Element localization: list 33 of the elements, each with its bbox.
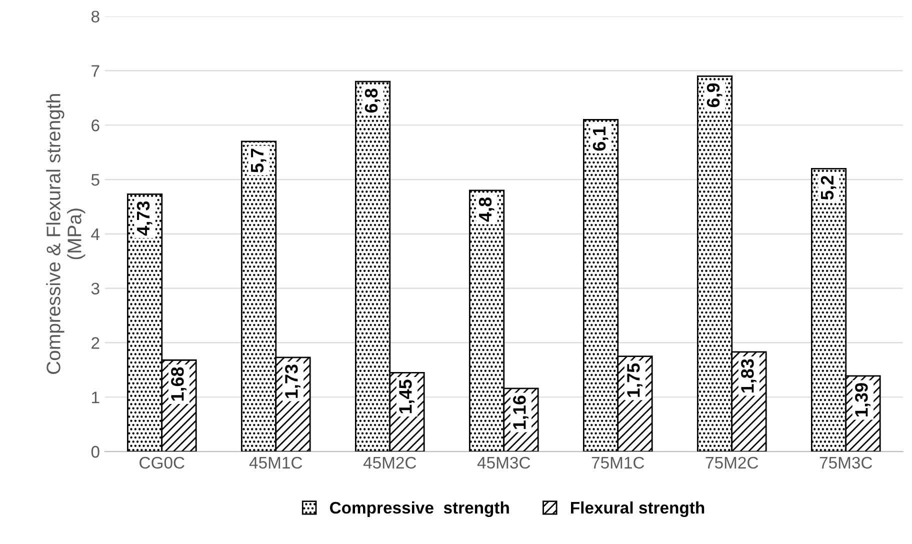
x-tick-label: 45M3C xyxy=(477,456,530,469)
data-label: 1,68 xyxy=(171,367,186,401)
data-label: 6,1 xyxy=(592,126,608,151)
data-label: 1,83 xyxy=(741,359,756,392)
x-tick-label: CG0C xyxy=(140,456,184,469)
data-label: 4,73 xyxy=(136,201,152,236)
y-tick-label: 0 xyxy=(91,446,100,458)
y-tick-label: 5 xyxy=(91,174,100,186)
y-tick-label: 7 xyxy=(92,65,100,77)
data-label: 6,8 xyxy=(364,88,380,113)
legend-label: Flexural strength xyxy=(571,501,704,518)
x-tick-label: 45M1C xyxy=(249,456,302,469)
y-axis-title: Compressive & Flexural strength (MPa) xyxy=(46,94,86,374)
y-tick-label: 6 xyxy=(92,120,100,132)
data-label: 6,9 xyxy=(706,83,722,108)
x-tick-label: 45M2C xyxy=(363,456,416,469)
x-tick-label: 75M1C xyxy=(592,456,644,469)
x-tick-label: 75M2C xyxy=(706,456,758,469)
y-tick-label: 4 xyxy=(91,228,100,240)
data-label: 1,39 xyxy=(855,383,870,416)
y-tick-label: 3 xyxy=(91,282,100,295)
y-tick-label: 2 xyxy=(92,337,100,349)
data-label: 1,73 xyxy=(285,364,300,398)
y-tick-label: 1 xyxy=(92,392,100,404)
data-label: 1,75 xyxy=(627,363,642,397)
data-label: 4,8 xyxy=(478,197,494,222)
data-label: 5,7 xyxy=(251,148,266,173)
y-tick-label: 8 xyxy=(91,10,100,23)
data-label: 1,16 xyxy=(513,396,528,429)
data-label: 5,2 xyxy=(820,176,836,200)
data-label: 1,45 xyxy=(399,380,414,414)
x-tick-label: 75M3C xyxy=(820,456,872,469)
legend-label: Compressive strength xyxy=(330,501,509,518)
